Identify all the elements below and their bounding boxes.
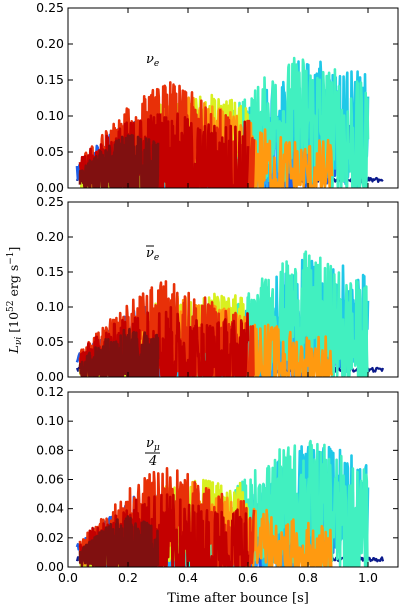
series-group (75, 250, 385, 377)
y-tick-label: 0.10 (36, 413, 64, 428)
x-tick-label: 1.0 (358, 570, 378, 585)
y-label-unit-2: erg s (6, 265, 21, 301)
y-label-exponent-2: −1 (6, 251, 16, 264)
series-group (75, 439, 385, 567)
y-label-symbol: L (6, 345, 21, 354)
y-tick-label: 0.04 (36, 501, 64, 516)
svg-text:Lνi[1052 erg s−1]: Lνi [1052 erg s−1] (6, 247, 24, 355)
y-label-exponent: 52 (6, 301, 16, 312)
y-label-subscript: νi (14, 337, 24, 345)
series-line-10 (78, 327, 160, 377)
x-tick-label: 0.8 (298, 570, 318, 585)
y-tick-label: 0.25 (36, 194, 64, 209)
y-tick-label: 0.00 (36, 180, 64, 195)
x-tick-label: 0.6 (238, 570, 258, 585)
y-tick-label: 0.10 (36, 299, 64, 314)
y-tick-label: 0.05 (36, 334, 64, 349)
y-tick-label: 0.20 (36, 36, 64, 51)
panel-1: 0.00 0.05 0.10 0.15 0.20 0.25 νe (36, 0, 399, 195)
panel-label: νe (146, 52, 159, 69)
y-tick-label: 0.20 (36, 229, 64, 244)
y-tick-label: 0.15 (36, 264, 64, 279)
y-tick-label: 0.12 (36, 384, 64, 399)
axes-frame (67, 201, 399, 378)
y-tick-label: 0.15 (36, 72, 64, 87)
x-tick-label: 0.2 (118, 570, 138, 585)
panel-3: 0.00 0.02 0.04 0.06 0.08 0.10 0.12 0.0 0.2 0.4 0.6… (36, 384, 399, 585)
y-tick-label: 0.02 (36, 530, 64, 545)
y-tick-label: 0.10 (36, 108, 64, 123)
panel-label: νμ (146, 436, 160, 453)
y-tick-label: 0.08 (36, 442, 64, 457)
series-group (75, 56, 384, 188)
y-tick-label: 0.05 (36, 144, 64, 159)
y-tick-label: 0.00 (36, 559, 64, 574)
panels-group: 0.000.050.100.150.200.25νe0.000.050.100.… (36, 0, 399, 585)
y-label-close: ] (6, 247, 21, 252)
y-tick-label: 0.25 (36, 0, 64, 15)
x-tick-label: 0.4 (178, 570, 198, 585)
x-axis-label: Time after bounce [s] (167, 591, 309, 606)
fraction-denominator: 4 (148, 454, 157, 469)
axes-frame (67, 7, 399, 189)
y-label-unit: [10 (6, 312, 21, 333)
y-tick-label: 0.00 (36, 369, 64, 384)
series-line-10 (78, 133, 160, 188)
y-axis-label: Lνi [1052 erg s−1] (6, 247, 24, 355)
series-line-9 (78, 112, 250, 188)
panel-2: 0.00 0.05 0.10 0.15 0.20 0.25 νe (36, 194, 399, 384)
x-tick-label: 0.0 (58, 570, 78, 585)
y-tick-label: 0.06 (36, 472, 64, 487)
panel-label: νe (146, 246, 159, 263)
series-line-10 (78, 515, 160, 567)
